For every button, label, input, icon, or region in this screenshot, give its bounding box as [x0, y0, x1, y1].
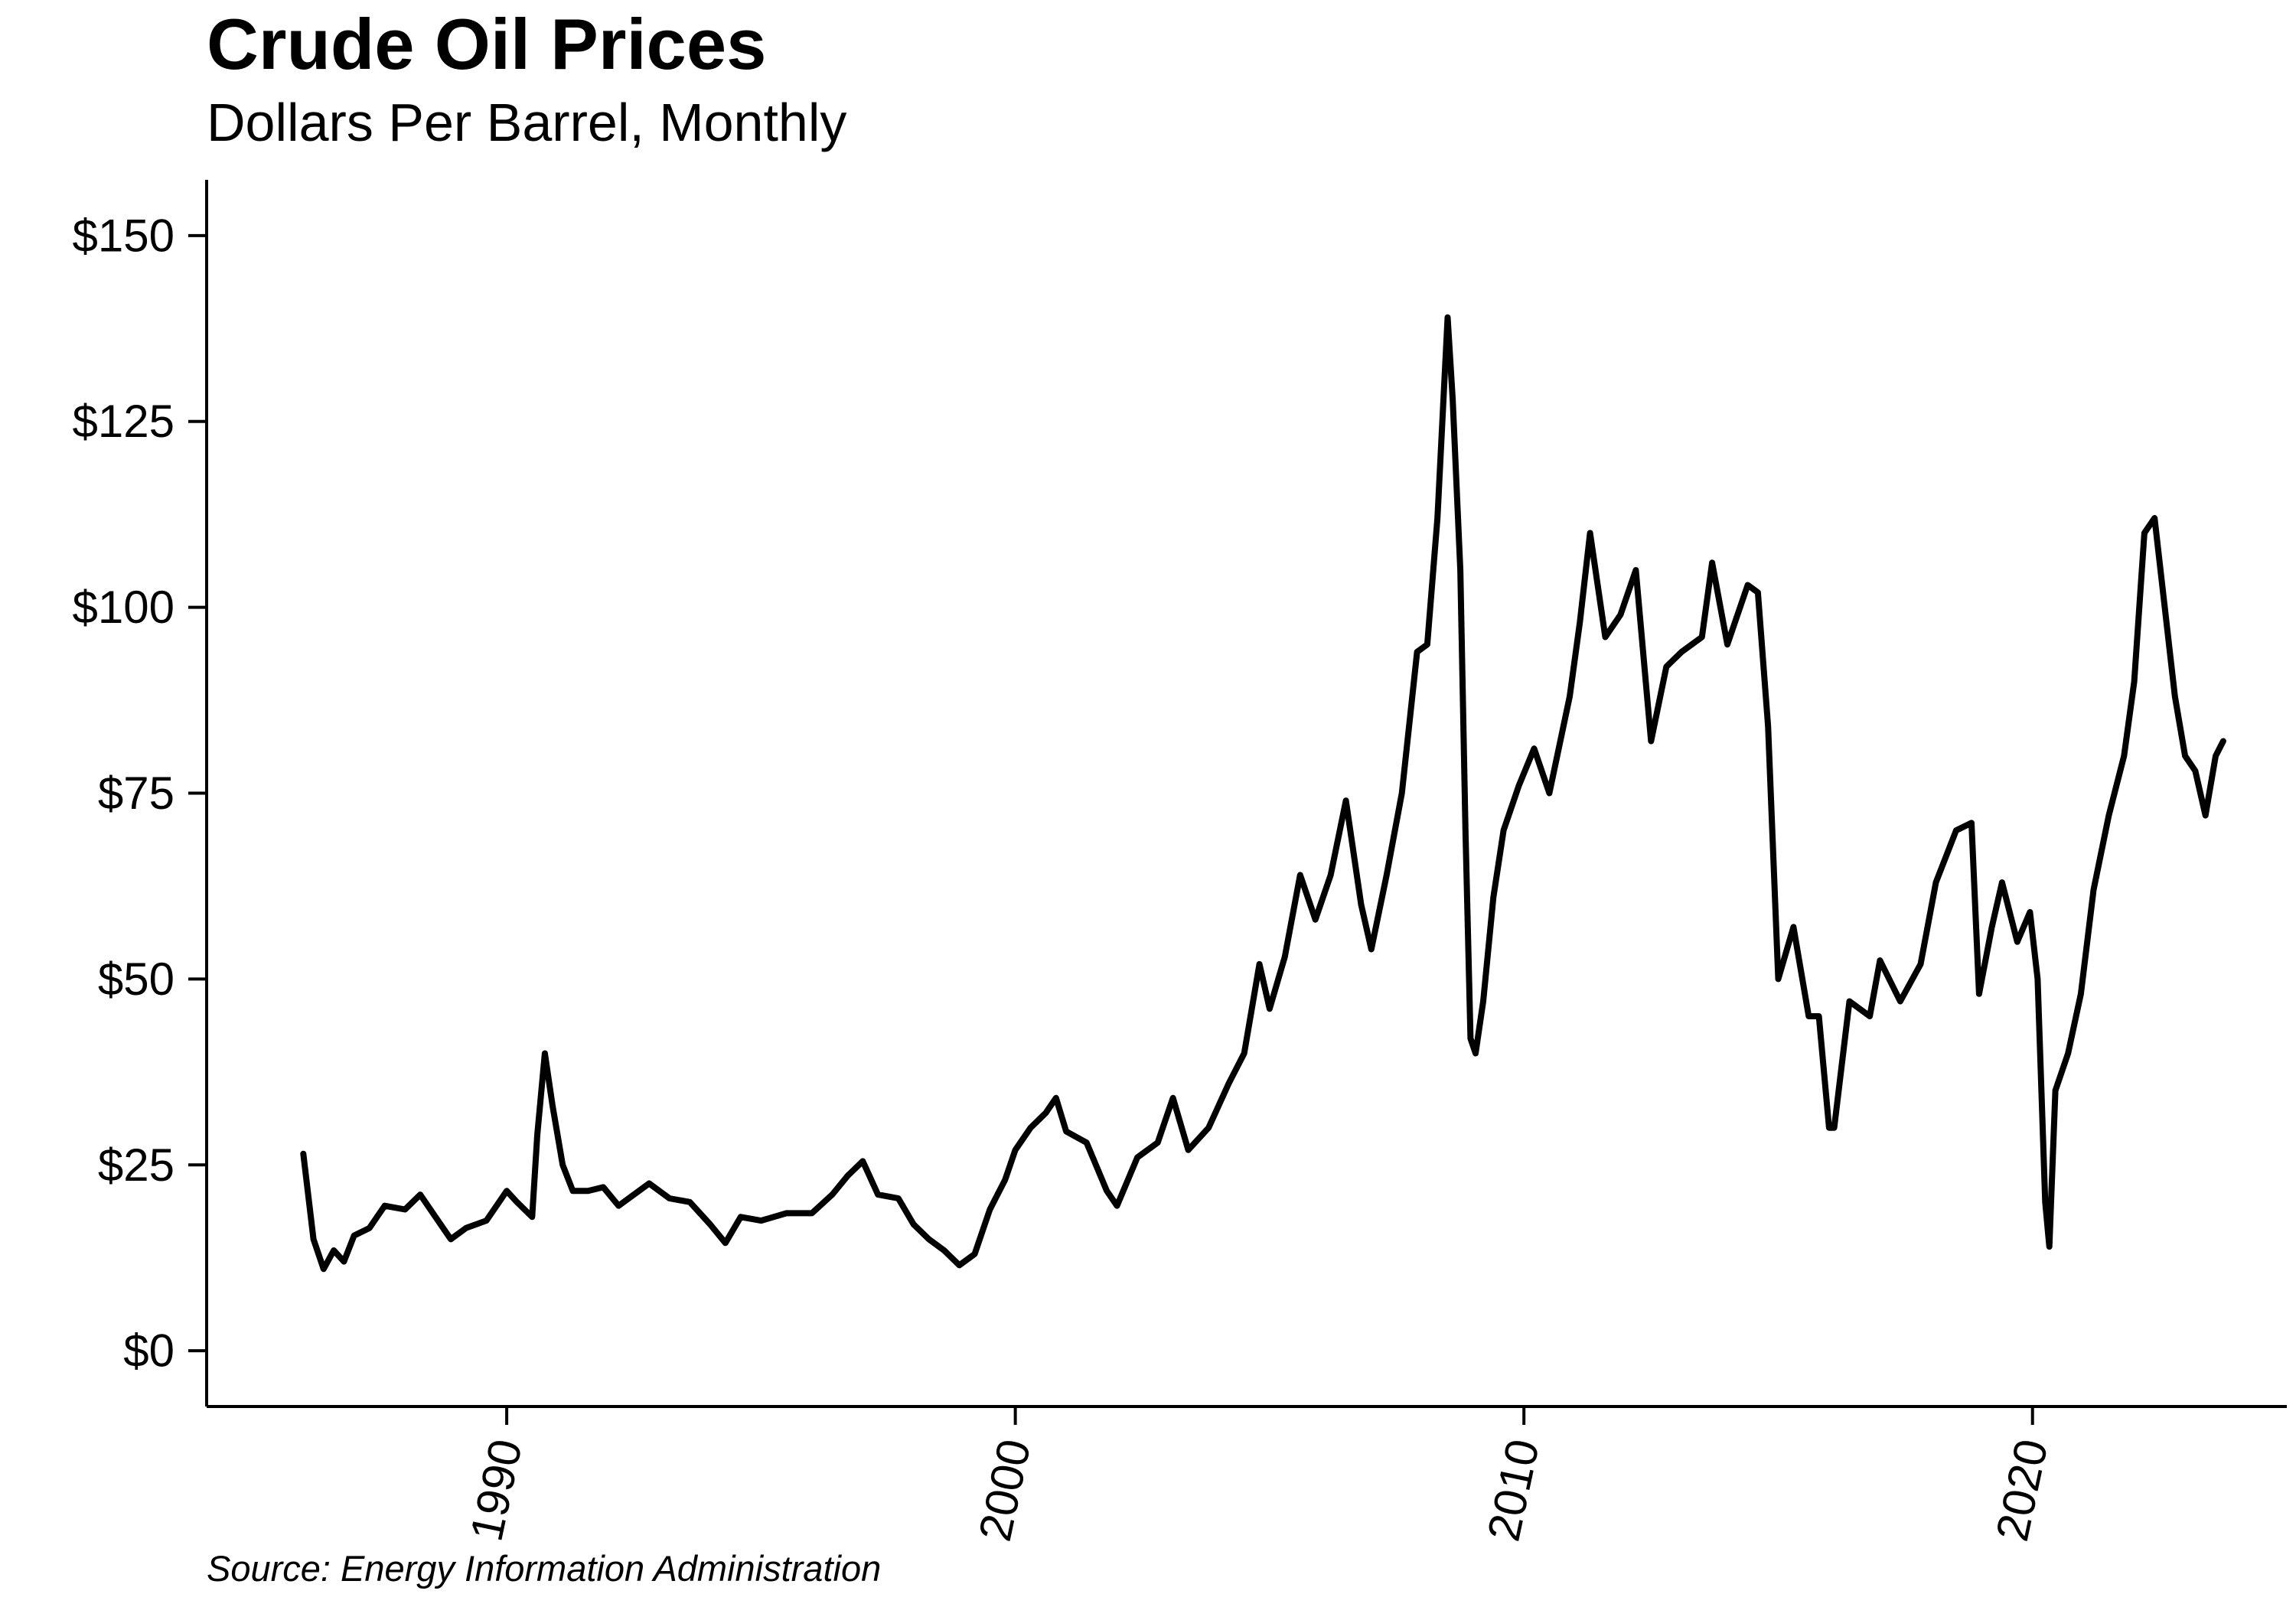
x-tick-label: 2010: [1478, 1435, 1549, 1545]
y-tick-label: $100: [73, 582, 174, 633]
chart-subtitle: Dollars Per Barrel, Monthly: [207, 93, 847, 152]
x-tick-label: 1990: [461, 1435, 532, 1545]
y-axis-ticks: $0 $25 $50 $75 $100 $125 $150: [73, 210, 207, 1377]
x-axis-ticks: 1990 2000 2010 2020: [461, 1407, 2057, 1546]
chart-title: Crude Oil Prices: [207, 4, 767, 84]
series-line: [300, 314, 2226, 1273]
y-tick-label: $75: [98, 768, 174, 819]
y-tick-label: $0: [123, 1325, 174, 1377]
x-tick-label: 2020: [1986, 1435, 2057, 1545]
y-tick-label: $125: [73, 396, 174, 447]
x-tick-label: 2000: [969, 1435, 1040, 1545]
y-tick-label: $150: [73, 210, 174, 261]
y-tick-label: $25: [98, 1139, 174, 1191]
y-tick-label: $50: [98, 953, 174, 1005]
source-note: Source: Energy Information Administratio…: [207, 1548, 882, 1589]
